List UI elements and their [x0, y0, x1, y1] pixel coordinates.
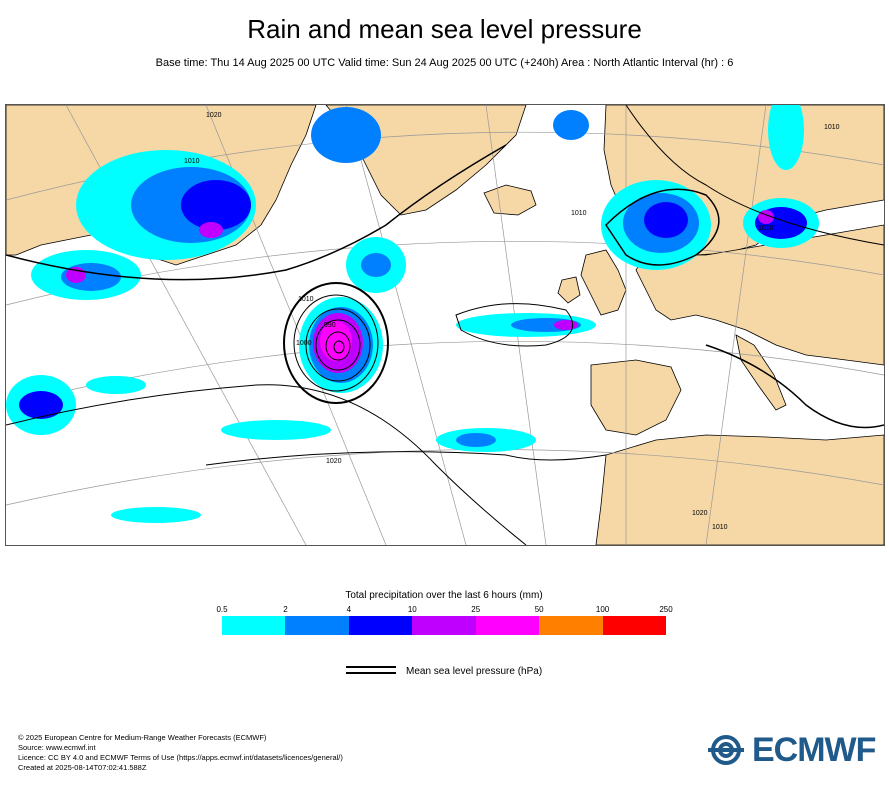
colorbar-segment: [475, 616, 540, 635]
page-title: Rain and mean sea level pressure: [247, 14, 642, 44]
land-africa: [595, 434, 884, 545]
ecmwf-logo-icon: [708, 735, 744, 765]
colorbar-tick: 250: [659, 605, 673, 614]
ecmwf-logo-text: ECMWF: [752, 730, 876, 769]
isobar-label: 1010: [184, 158, 200, 165]
map-canvas: 1020 1010 1020 1010 1000 990 1010 1010 1…: [6, 105, 884, 545]
isobar-label: 990: [324, 322, 336, 329]
ecmwf-logo[interactable]: ECMWF: [706, 730, 876, 769]
land-iceland: [483, 184, 537, 216]
land-britain: [580, 249, 627, 316]
precip-colorbar: [222, 616, 666, 635]
land-italy: [735, 334, 787, 411]
isobar-labels: 1020 1010 1020 1010 1000 990 1010 1010 1…: [184, 112, 840, 531]
isobar-label: 1010: [824, 124, 840, 131]
isobar-label: 1020: [206, 112, 222, 119]
footer-copyright: © 2025 European Centre for Medium-Range …: [18, 733, 267, 742]
page-subtitle: Base time: Thu 14 Aug 2025 00 UTC Valid …: [155, 57, 734, 69]
mslp-legend-label: Mean sea level pressure (hPa): [406, 666, 543, 677]
footer-created: Created at 2025-08-14T07:02:41.588Z: [18, 763, 147, 772]
colorbar-tick: 25: [471, 605, 481, 614]
mslp-line-sample: [346, 666, 396, 678]
legend-title: Total precipitation over the last 6 hour…: [345, 590, 543, 601]
land-iberia: [590, 359, 682, 436]
isobar-label: 1020: [326, 458, 342, 465]
footer-credits: © 2025 European Centre for Medium-Range …: [18, 733, 343, 773]
land-ireland: [557, 276, 581, 304]
colorbar-ticks: 0.5 2 4 10 25 50 100 250: [216, 605, 672, 617]
colorbar-tick: 4: [346, 605, 352, 614]
colorbar-tick: 2: [283, 605, 288, 614]
colorbar-segment: [602, 616, 666, 635]
colorbar-tick: 10: [407, 605, 417, 614]
weather-map[interactable]: 1020 1010 1020 1010 1000 990 1010 1010 1…: [5, 104, 885, 546]
isobar-label: 1000: [296, 340, 312, 347]
colorbar-tick: 50: [534, 605, 544, 614]
colorbar-tick: 100: [595, 605, 610, 614]
isobar-layer: [6, 105, 884, 545]
colorbar-segment: [348, 616, 413, 635]
precip-layer: [6, 105, 819, 523]
footer-source: Source: www.ecmwf.int: [18, 743, 96, 752]
footer-licence: Licence: CC BY 4.0 and ECMWF Terms of Us…: [18, 753, 343, 762]
isobar-label: 1010: [571, 210, 587, 217]
isobar-label: 1010: [712, 524, 728, 531]
colorbar-segment: [412, 616, 476, 635]
colorbar-tick: 0.5: [216, 605, 228, 614]
colorbar-segment: [222, 616, 286, 635]
isobar-label: 1010: [758, 225, 774, 232]
colorbar-segment: [285, 616, 349, 635]
isobar-label: 1010: [298, 296, 314, 303]
colorbar-segment: [539, 616, 603, 635]
isobar-label: 1020: [692, 510, 708, 517]
